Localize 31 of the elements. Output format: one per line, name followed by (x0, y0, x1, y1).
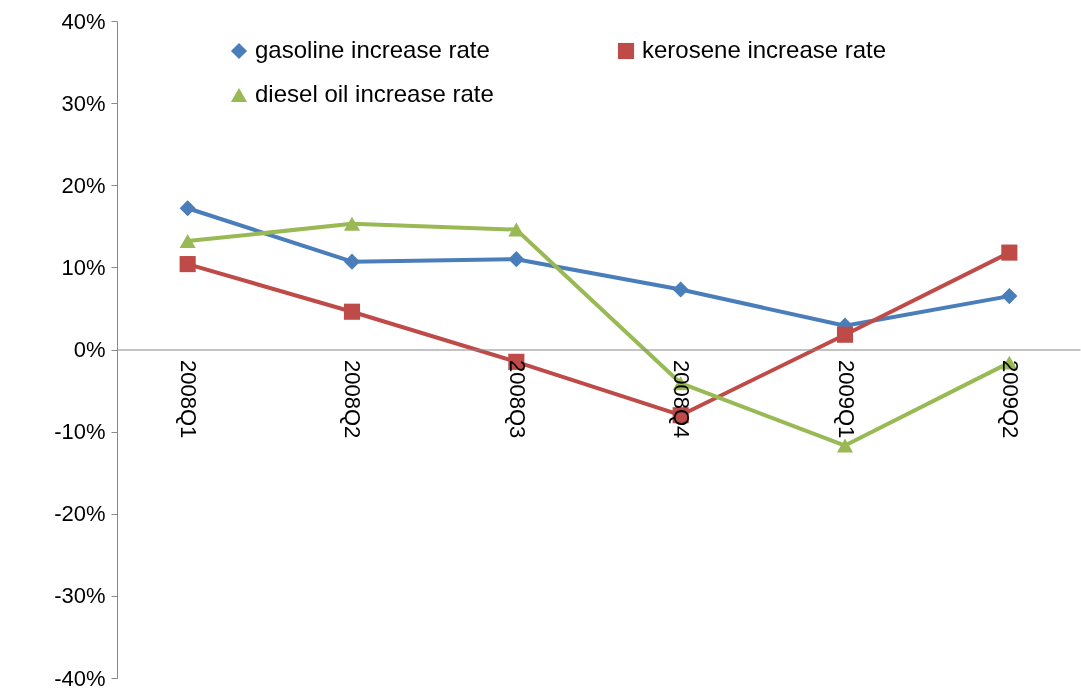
legend-label: kerosene increase rate (642, 36, 887, 63)
point (179, 200, 196, 217)
point (836, 438, 854, 453)
point (343, 303, 361, 320)
y-tick-label: 30% (61, 90, 106, 116)
y-tick-label: 20% (61, 172, 106, 198)
point (836, 326, 854, 343)
point (1001, 288, 1018, 305)
y-tick-label: -30% (54, 583, 106, 609)
point (179, 234, 196, 249)
y-tick-label: 10% (61, 254, 106, 280)
x-tick-label: 2008Q1 (176, 360, 202, 439)
x-tick-label: 2008Q4 (669, 360, 695, 439)
y-tick-label: -40% (54, 665, 106, 691)
y-tick-label: -20% (54, 501, 106, 527)
point (508, 222, 525, 237)
point (343, 253, 361, 270)
x-tick-label: 2008Q2 (340, 360, 366, 439)
point (508, 251, 525, 268)
point (672, 281, 689, 298)
y-tick-label: -10% (54, 419, 106, 445)
x-tick-label: 2008Q3 (504, 360, 530, 439)
x-tick-label: 2009Q2 (997, 360, 1023, 439)
x-tick-label: 2009Q1 (833, 360, 859, 439)
point (1001, 244, 1018, 261)
legend-label: diesel oil increase rate (255, 80, 494, 107)
point (343, 216, 361, 231)
legend-label: gasoline increase rate (255, 36, 490, 63)
y-tick-label: 40% (61, 8, 106, 34)
y-tick-label: 0% (73, 337, 106, 362)
point (179, 256, 196, 273)
